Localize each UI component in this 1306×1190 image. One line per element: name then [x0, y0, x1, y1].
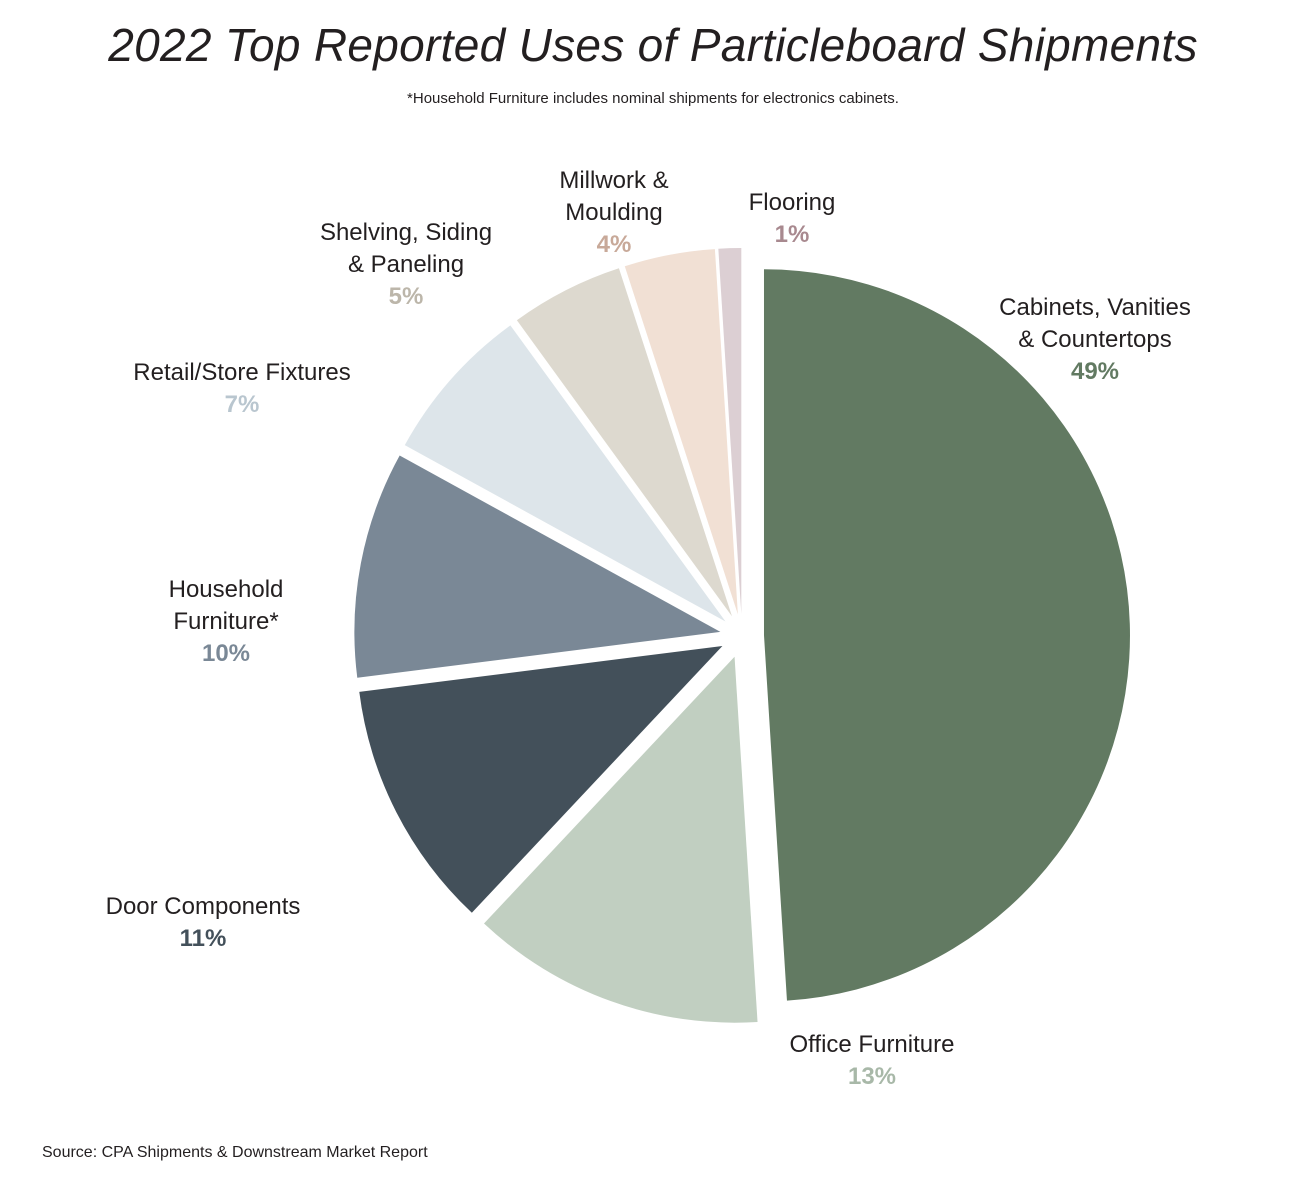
- slice-label: Household: [169, 576, 284, 603]
- source-note: Source: CPA Shipments & Downstream Marke…: [42, 1144, 428, 1161]
- slice-door-components: [359, 645, 723, 913]
- slice-label: Door Components: [106, 893, 301, 920]
- slice-shelving-siding-paneling: [516, 268, 733, 617]
- chart-footnote: *Household Furniture includes nominal sh…: [407, 90, 899, 107]
- slice-percent-label: 11%: [180, 925, 227, 952]
- slice-percent-label: 49%: [1071, 358, 1119, 385]
- slice-label: Shelving, Siding: [320, 219, 492, 246]
- slice-label: Cabinets, Vanities: [999, 294, 1191, 321]
- slice-label: Moulding: [565, 199, 662, 226]
- slice-label: Office Furniture: [790, 1031, 955, 1058]
- slice-cabinets-vanities-countertops: [763, 269, 1130, 1001]
- slice-percent-label: 13%: [848, 1063, 896, 1090]
- slice-flooring: [718, 248, 742, 615]
- slice-percent-label: 10%: [202, 640, 250, 667]
- chart-title: 2022 Top Reported Uses of Particleboard …: [108, 19, 1198, 71]
- slice-office-furniture: [484, 656, 758, 1023]
- slice-label: Retail/Store Fixtures: [133, 359, 350, 386]
- slice-label: Flooring: [749, 189, 836, 216]
- slice-retail-store-fixtures: [404, 325, 726, 622]
- slice-label: & Countertops: [1018, 326, 1171, 353]
- slice-percent-label: 7%: [225, 391, 260, 418]
- slice-percent-label: 1%: [775, 221, 810, 248]
- slice-percent-label: 5%: [389, 283, 424, 310]
- slice-label: Millwork &: [559, 167, 668, 194]
- slice-millwork-moulding: [624, 249, 738, 615]
- slice-percent-label: 4%: [597, 231, 632, 258]
- pie-slices: [354, 248, 1130, 1023]
- slice-label: Furniture*: [173, 608, 278, 635]
- slice-label: & Paneling: [348, 251, 464, 278]
- pie-labels: Cabinets, Vanities & Countertops 49% Office…: [106, 167, 1191, 1090]
- slice-household-furniture: [354, 455, 721, 678]
